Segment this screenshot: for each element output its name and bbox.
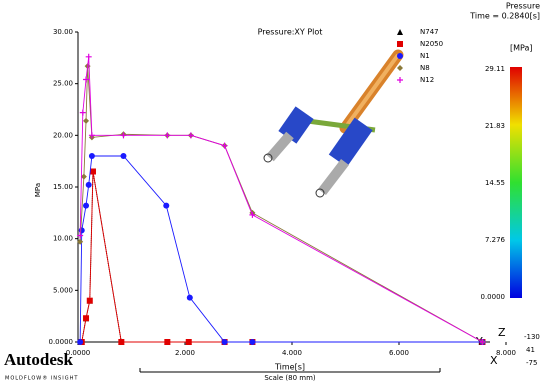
colorbar-label: 21.83 bbox=[485, 122, 505, 130]
marker bbox=[120, 153, 126, 159]
y-tick-label: 25.00 bbox=[53, 80, 73, 88]
marker bbox=[186, 339, 192, 345]
chart-title: Pressure:XY Plot bbox=[258, 28, 323, 37]
marker bbox=[79, 227, 85, 233]
colorbar-label: 14.55 bbox=[485, 179, 505, 187]
legend-label: N1 bbox=[420, 52, 430, 60]
x-tick-label: 4.000 bbox=[282, 349, 302, 357]
scale-label: Scale (80 mm) bbox=[264, 374, 316, 382]
legend-label: N12 bbox=[420, 76, 434, 84]
xy-plot-window: Pressure:XY Plot MPa Time[s] Scale (80 m… bbox=[0, 0, 541, 383]
colorbar-unit: [MPa] bbox=[510, 44, 533, 53]
x-tick-label: 2.000 bbox=[175, 349, 195, 357]
y-tick-label: 10.00 bbox=[53, 235, 73, 243]
legend-label: N747 bbox=[420, 28, 439, 36]
x-tick-label: 8.000 bbox=[496, 349, 516, 357]
y-tick-label: 30.00 bbox=[53, 28, 73, 36]
y-tick-label: 5.000 bbox=[53, 286, 73, 294]
marker bbox=[86, 182, 92, 188]
marker bbox=[90, 169, 96, 175]
marker bbox=[83, 203, 89, 209]
triad-angle: -130 bbox=[524, 333, 540, 341]
marker bbox=[87, 298, 93, 304]
color-bar bbox=[510, 67, 522, 298]
marker bbox=[118, 339, 124, 345]
marker bbox=[163, 203, 169, 209]
x-tick-label: 6.000 bbox=[389, 349, 409, 357]
y-tick-label: 20.00 bbox=[53, 131, 73, 139]
triad-angle: 41 bbox=[526, 346, 535, 354]
triad-angle: -75 bbox=[526, 359, 537, 367]
colorbar-title: Pressure bbox=[506, 2, 540, 11]
colorbar-label: 7.276 bbox=[485, 236, 506, 244]
x-axis-label: Time[s] bbox=[274, 363, 305, 372]
marker bbox=[83, 315, 89, 321]
logo: Autodesk bbox=[4, 350, 74, 369]
colorbar-time: Time = 0.2840[s] bbox=[469, 12, 540, 21]
y-tick-label: 0.0000 bbox=[49, 338, 74, 346]
y-axis-label: MPa bbox=[34, 183, 42, 197]
legend-label: N2050 bbox=[420, 40, 443, 48]
colorbar-label: 29.11 bbox=[485, 65, 505, 73]
legend-label: N8 bbox=[420, 64, 430, 72]
legend-marker bbox=[397, 53, 403, 59]
marker bbox=[77, 339, 83, 345]
marker bbox=[89, 153, 95, 159]
marker bbox=[164, 339, 170, 345]
triad-axis: Z bbox=[498, 326, 506, 339]
marker bbox=[249, 339, 255, 345]
colorbar-label: 0.0000 bbox=[481, 293, 506, 301]
marker bbox=[187, 295, 193, 301]
y-tick-label: 15.00 bbox=[53, 183, 73, 191]
x-tick-label: 0.0000 bbox=[66, 349, 91, 357]
logo-tagline: MOLDFLOW® INSIGHT bbox=[5, 375, 78, 382]
marker bbox=[222, 339, 228, 345]
legend-marker bbox=[397, 41, 403, 47]
